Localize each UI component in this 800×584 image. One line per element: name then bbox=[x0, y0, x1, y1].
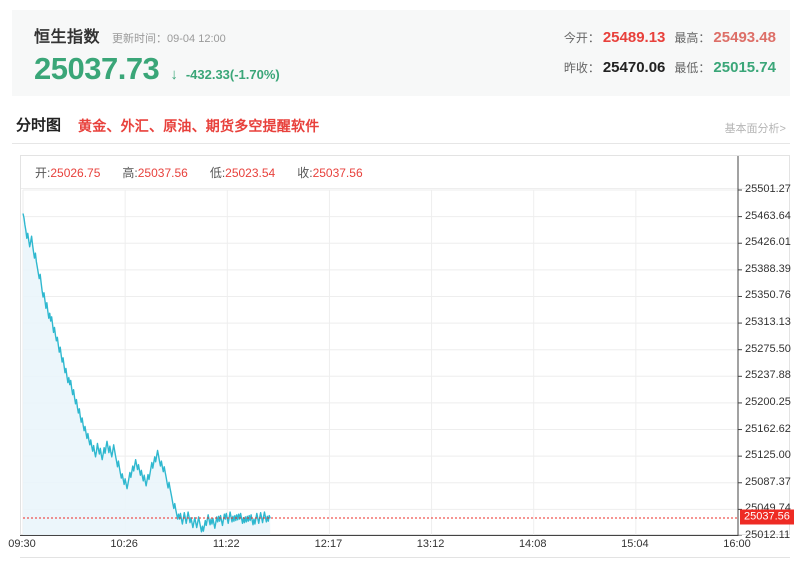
ohlc-low-label: 低: bbox=[209, 165, 226, 180]
y-axis-label: 25275.50 bbox=[745, 342, 791, 355]
y-axis-label: 25087.37 bbox=[745, 475, 791, 488]
ohlc-open: 开:25026.75 bbox=[35, 164, 100, 181]
y-axis-label: 25313.13 bbox=[745, 316, 791, 329]
prev-close-label: 昨收： bbox=[563, 61, 600, 75]
quote-stats-row-2: 昨收： 25470.06 最低： 25015.74 bbox=[564, 60, 776, 75]
high-value: 25493.48 bbox=[713, 29, 776, 46]
ohlc-close-label: 收: bbox=[297, 165, 313, 180]
ohlc-close: 收:25037.56 bbox=[297, 164, 362, 181]
ohlc-readout: 开:25026.75 高:25037.56 低:25023.54 收:25037… bbox=[21, 156, 789, 189]
open-value: 25489.13 bbox=[602, 29, 666, 46]
quote-summary-panel: 恒生指数 更新时间：09-04 12:00 25037.73 ↓ -432.33… bbox=[12, 10, 790, 96]
chart-tab-bar: 分时图 黄金、外汇、原油、期货多空提醒软件 基本面分析> bbox=[12, 112, 790, 144]
ohlc-low-value: 25023.54 bbox=[225, 165, 276, 180]
ohlc-high: 高:25037.56 bbox=[122, 164, 187, 181]
y-axis-label: 25237.88 bbox=[745, 369, 791, 382]
quote-stats-block: 今开： 25489.13 最高： 25493.48 昨收： 25470.06 最… bbox=[564, 30, 776, 75]
index-name: 恒生指数 bbox=[34, 29, 101, 46]
x-axis-label: 10:26 bbox=[110, 538, 138, 550]
price-change: -432.33(-1.70%) bbox=[185, 67, 280, 82]
chart-container[interactable]: 开:25026.75 高:25037.56 低:25023.54 收:25037… bbox=[20, 155, 790, 536]
current-price-badge: 25037.56 bbox=[740, 509, 794, 525]
ohlc-open-value: 25026.75 bbox=[50, 165, 101, 180]
update-time: 更新时间：09-04 12:00 bbox=[112, 30, 226, 46]
ohlc-low: 低:25023.54 bbox=[210, 164, 275, 181]
low-value: 25015.74 bbox=[713, 59, 776, 76]
promo-text[interactable]: 黄金、外汇、原油、期货多空提醒软件 bbox=[78, 118, 320, 134]
y-axis-label: 25388.39 bbox=[745, 262, 791, 275]
down-arrow-icon: ↓ bbox=[170, 66, 178, 83]
y-axis-label: 25125.00 bbox=[745, 449, 791, 462]
quote-price-row: 25037.73 ↓ -432.33(-1.70%) bbox=[34, 53, 280, 84]
ohlc-high-value: 25037.56 bbox=[137, 165, 188, 180]
x-axis-labels: 09:30 10:26 11:22 12:17 13:12 14:08 15:04 16:00 bbox=[0, 538, 800, 558]
fundamental-analysis-link[interactable]: 基本面分析> bbox=[724, 123, 786, 135]
ohlc-open-label: 开: bbox=[35, 165, 51, 180]
update-time-label: 更新时间： bbox=[112, 33, 168, 45]
y-axis-label: 25463.64 bbox=[745, 209, 791, 222]
tab-intraday-chart[interactable]: 分时图 bbox=[16, 117, 62, 134]
x-axis-label: 11:22 bbox=[212, 538, 240, 550]
y-axis-labels: 25501.27 25463.64 25426.01 25388.39 25350.76… bbox=[738, 155, 800, 541]
y-axis-label: 25012.11 bbox=[745, 529, 791, 541]
ohlc-close-value: 25037.56 bbox=[312, 165, 363, 180]
current-price: 25037.73 bbox=[34, 51, 160, 86]
quote-stats-row-1: 今开： 25489.13 最高： 25493.48 bbox=[564, 30, 776, 45]
y-axis-label: 25501.27 bbox=[745, 183, 791, 195]
y-axis-label: 25426.01 bbox=[745, 236, 791, 249]
y-axis-label: 25350.76 bbox=[745, 289, 791, 302]
x-axis-line bbox=[20, 535, 738, 536]
open-label: 今开： bbox=[563, 31, 600, 45]
quote-title-row: 恒生指数 更新时间：09-04 12:00 bbox=[34, 23, 280, 47]
y-axis-label: 25162.62 bbox=[745, 422, 791, 435]
ohlc-high-label: 高: bbox=[122, 165, 138, 180]
prev-close-value: 25470.06 bbox=[602, 59, 666, 76]
x-axis-label: 12:17 bbox=[314, 538, 343, 550]
update-time-value: 09-04 12:00 bbox=[167, 33, 226, 45]
x-axis-label: 13:12 bbox=[416, 538, 445, 550]
x-axis-label: 14:08 bbox=[518, 538, 547, 550]
x-axis-label: 15:04 bbox=[621, 538, 649, 550]
low-label: 最低： bbox=[674, 61, 711, 75]
x-axis-label: 16:00 bbox=[723, 538, 751, 550]
high-label: 最高： bbox=[674, 31, 711, 45]
y-axis-label: 25200.25 bbox=[745, 395, 791, 408]
chart-price-line bbox=[22, 213, 271, 533]
chart-bottom-border bbox=[20, 557, 790, 558]
chart-area-fill bbox=[23, 213, 271, 536]
x-axis-label: 09:30 bbox=[8, 538, 36, 550]
quote-primary-block: 恒生指数 更新时间：09-04 12:00 25037.73 ↓ -432.33… bbox=[34, 23, 280, 84]
intraday-line-chart bbox=[22, 156, 742, 536]
